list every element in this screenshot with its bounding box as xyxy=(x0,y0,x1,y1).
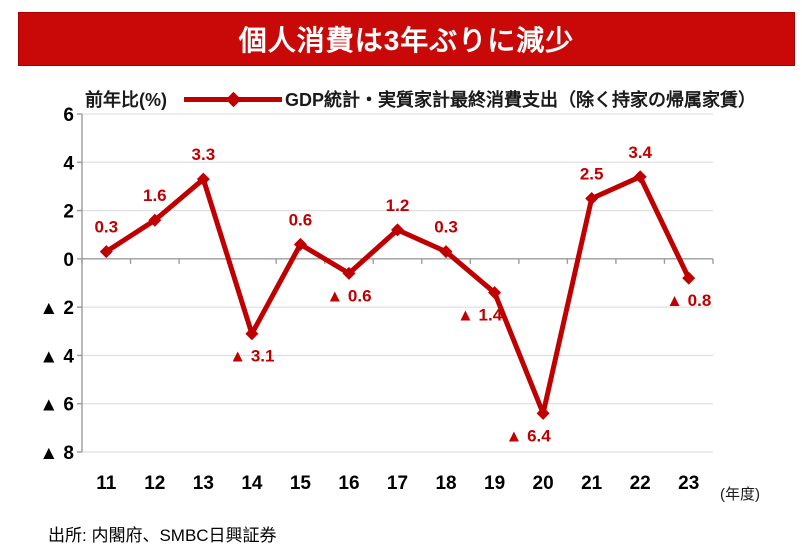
data-point-label: 1.6 xyxy=(143,186,167,205)
x-axis-tick-label: 14 xyxy=(241,473,263,494)
x-axis-tick-label: 20 xyxy=(533,473,554,494)
x-axis-tick-label: 12 xyxy=(144,473,165,494)
x-axis-tick-label: 19 xyxy=(484,473,505,494)
source-note: 出所: 内閣府、SMBC日興証券 xyxy=(48,526,277,545)
x-axis-tick-label: 15 xyxy=(290,473,312,494)
y-axis-tick-label: 6 xyxy=(63,105,74,126)
y-axis-tick-label: ▲ 8 xyxy=(39,443,74,464)
data-point-marker xyxy=(99,245,113,259)
data-point-marker xyxy=(293,237,307,251)
x-axis-tick-label: 13 xyxy=(193,473,214,494)
page-title: 個人消費は3年ぶりに減少 xyxy=(238,25,575,56)
y-axis-tick-label: 2 xyxy=(63,202,74,223)
data-point-marker xyxy=(196,172,210,186)
data-point-marker xyxy=(682,271,696,285)
y-axis-tick-label: ▲ 2 xyxy=(39,298,74,319)
data-point-marker xyxy=(391,223,404,237)
y-axis-tick-label: 4 xyxy=(63,153,74,174)
data-point-marker xyxy=(148,213,162,227)
data-point-label: 3.4 xyxy=(628,143,652,162)
data-point-marker xyxy=(342,266,356,280)
x-axis-tick-label: 21 xyxy=(581,473,603,494)
legend-line-swatch xyxy=(184,91,282,107)
y-axis-tick-label: ▲ 4 xyxy=(39,346,74,367)
x-axis-tick-label: 17 xyxy=(387,473,408,494)
data-point-label: 0.3 xyxy=(434,218,458,237)
title-banner: 個人消費は3年ぶりに減少 xyxy=(18,12,795,66)
data-point-label: 0.6 xyxy=(289,210,313,229)
x-axis-tick-label: 16 xyxy=(338,473,359,494)
x-axis-unit-label: (年度) xyxy=(720,486,760,503)
legend-series-label: GDP統計・実質家計最終消費支出（除く持家の帰属家賃） xyxy=(285,90,757,110)
data-point-marker xyxy=(488,286,502,300)
data-point-label: ▲ 0.8 xyxy=(666,291,711,310)
y-axis-unit-label: 前年比(%) xyxy=(85,90,167,110)
data-point-label: 0.3 xyxy=(94,218,118,237)
data-point-marker xyxy=(585,192,599,205)
data-point-label: ▲ 3.1 xyxy=(229,347,274,366)
data-point-marker xyxy=(245,327,259,341)
y-axis-tick-label: 0 xyxy=(63,250,74,271)
x-axis-tick-label: 22 xyxy=(630,473,651,494)
data-point-marker xyxy=(536,406,550,420)
data-point-label: ▲ 0.6 xyxy=(326,286,371,305)
data-point-label: 3.3 xyxy=(192,145,216,164)
x-axis-tick-label: 23 xyxy=(678,473,699,494)
data-point-label: ▲ 6.4 xyxy=(506,426,552,445)
data-point-label: 2.5 xyxy=(580,165,604,184)
y-axis-tick-label: ▲ 6 xyxy=(39,395,74,416)
data-point-marker xyxy=(439,245,453,259)
x-axis-tick-label: 18 xyxy=(435,473,456,494)
legend: 前年比(%) GDP統計・実質家計最終消費支出（除く持家の帰属家賃） xyxy=(85,86,756,112)
x-axis-tick-label: 11 xyxy=(96,473,117,494)
data-point-label: ▲ 1.4 xyxy=(457,306,503,325)
data-point-label: 1.2 xyxy=(386,196,410,215)
data-point-marker xyxy=(633,170,647,184)
